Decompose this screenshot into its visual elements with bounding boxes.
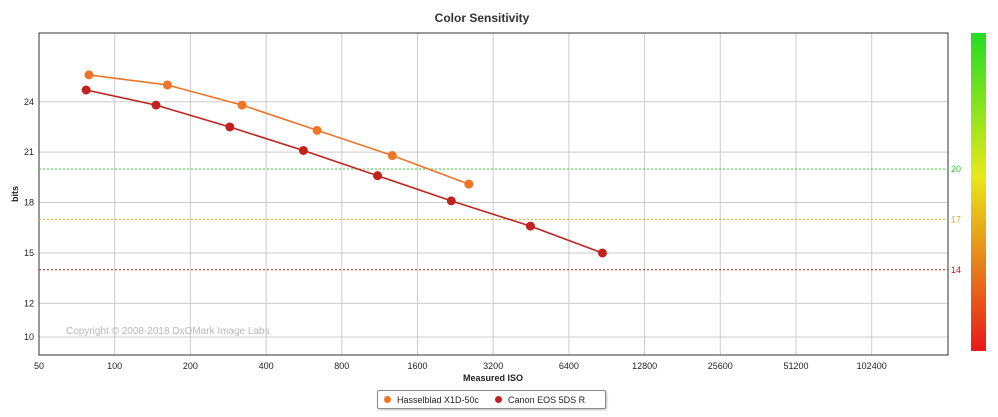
data-point xyxy=(597,248,607,258)
series-line xyxy=(86,89,603,254)
x-tick-label: 6400 xyxy=(559,361,579,371)
x-axis-title: Measured ISO xyxy=(463,373,523,383)
data-point xyxy=(373,171,383,181)
x-tick-label: 102400 xyxy=(857,361,887,371)
y-tick-label: 10 xyxy=(24,332,34,342)
data-point xyxy=(225,122,235,132)
data-point xyxy=(446,196,456,206)
plot-frame xyxy=(38,32,949,356)
data-point xyxy=(162,80,172,90)
y-tick-labels: 10 12 15 18 21 24 xyxy=(24,97,34,342)
series-lines xyxy=(86,74,603,254)
data-point xyxy=(237,100,247,110)
y-tick-label: 18 xyxy=(24,198,34,208)
data-point xyxy=(464,179,474,189)
legend-item-hasselblad[interactable]: Hasselblad X1D-50c xyxy=(384,395,479,405)
copyright-annotation: Copyright © 2008-2018 DxOMark Image Labs xyxy=(66,326,270,337)
color-scale-bar xyxy=(971,33,986,351)
data-point xyxy=(81,85,91,95)
data-point xyxy=(151,100,161,110)
chart-title: Color Sensitivity xyxy=(435,11,530,25)
data-point xyxy=(84,70,94,80)
x-tick-label: 100 xyxy=(107,361,122,371)
x-tick-label: 12800 xyxy=(632,361,657,371)
grid xyxy=(38,33,948,355)
data-point xyxy=(387,151,397,161)
x-tick-label: 200 xyxy=(183,361,198,371)
reference-line-label: 17 xyxy=(951,214,961,224)
series-points xyxy=(81,70,607,258)
data-point xyxy=(298,145,308,155)
x-tick-label: 800 xyxy=(334,361,349,371)
legend-label-hasselblad: Hasselblad X1D-50c xyxy=(397,394,480,405)
legend-marker-hasselblad xyxy=(384,396,391,403)
legend-item-canon[interactable]: Canon EOS 5DS R xyxy=(495,395,585,405)
data-point xyxy=(312,125,322,135)
series-line xyxy=(88,74,470,185)
y-tick-label: 21 xyxy=(24,147,34,157)
x-tick-label: 1600 xyxy=(407,361,427,371)
legend-label-canon: Canon EOS 5DS R xyxy=(508,394,586,405)
y-tick-label: 24 xyxy=(24,97,34,107)
x-tick-label: 50 xyxy=(34,361,44,371)
legend: Hasselblad X1D-50c Canon EOS 5DS R xyxy=(377,390,606,409)
data-point xyxy=(525,221,535,231)
x-tick-label: 25600 xyxy=(708,361,733,371)
reference-lines: 20 17 14 xyxy=(39,164,961,275)
y-tick-label: 15 xyxy=(24,248,34,258)
x-tick-labels: 50 100 200 400 800 1600 3200 6400 12800 25600 5120… xyxy=(34,361,887,371)
y-tick-label: 12 xyxy=(24,298,34,308)
x-tick-label: 3200 xyxy=(483,361,503,371)
x-tick-label: 400 xyxy=(259,361,274,371)
legend-marker-canon xyxy=(495,396,503,403)
reference-line-label: 14 xyxy=(951,265,961,275)
y-axis-title: bits xyxy=(10,186,20,202)
x-tick-label: 51200 xyxy=(783,361,808,371)
reference-line-label: 20 xyxy=(951,164,961,174)
